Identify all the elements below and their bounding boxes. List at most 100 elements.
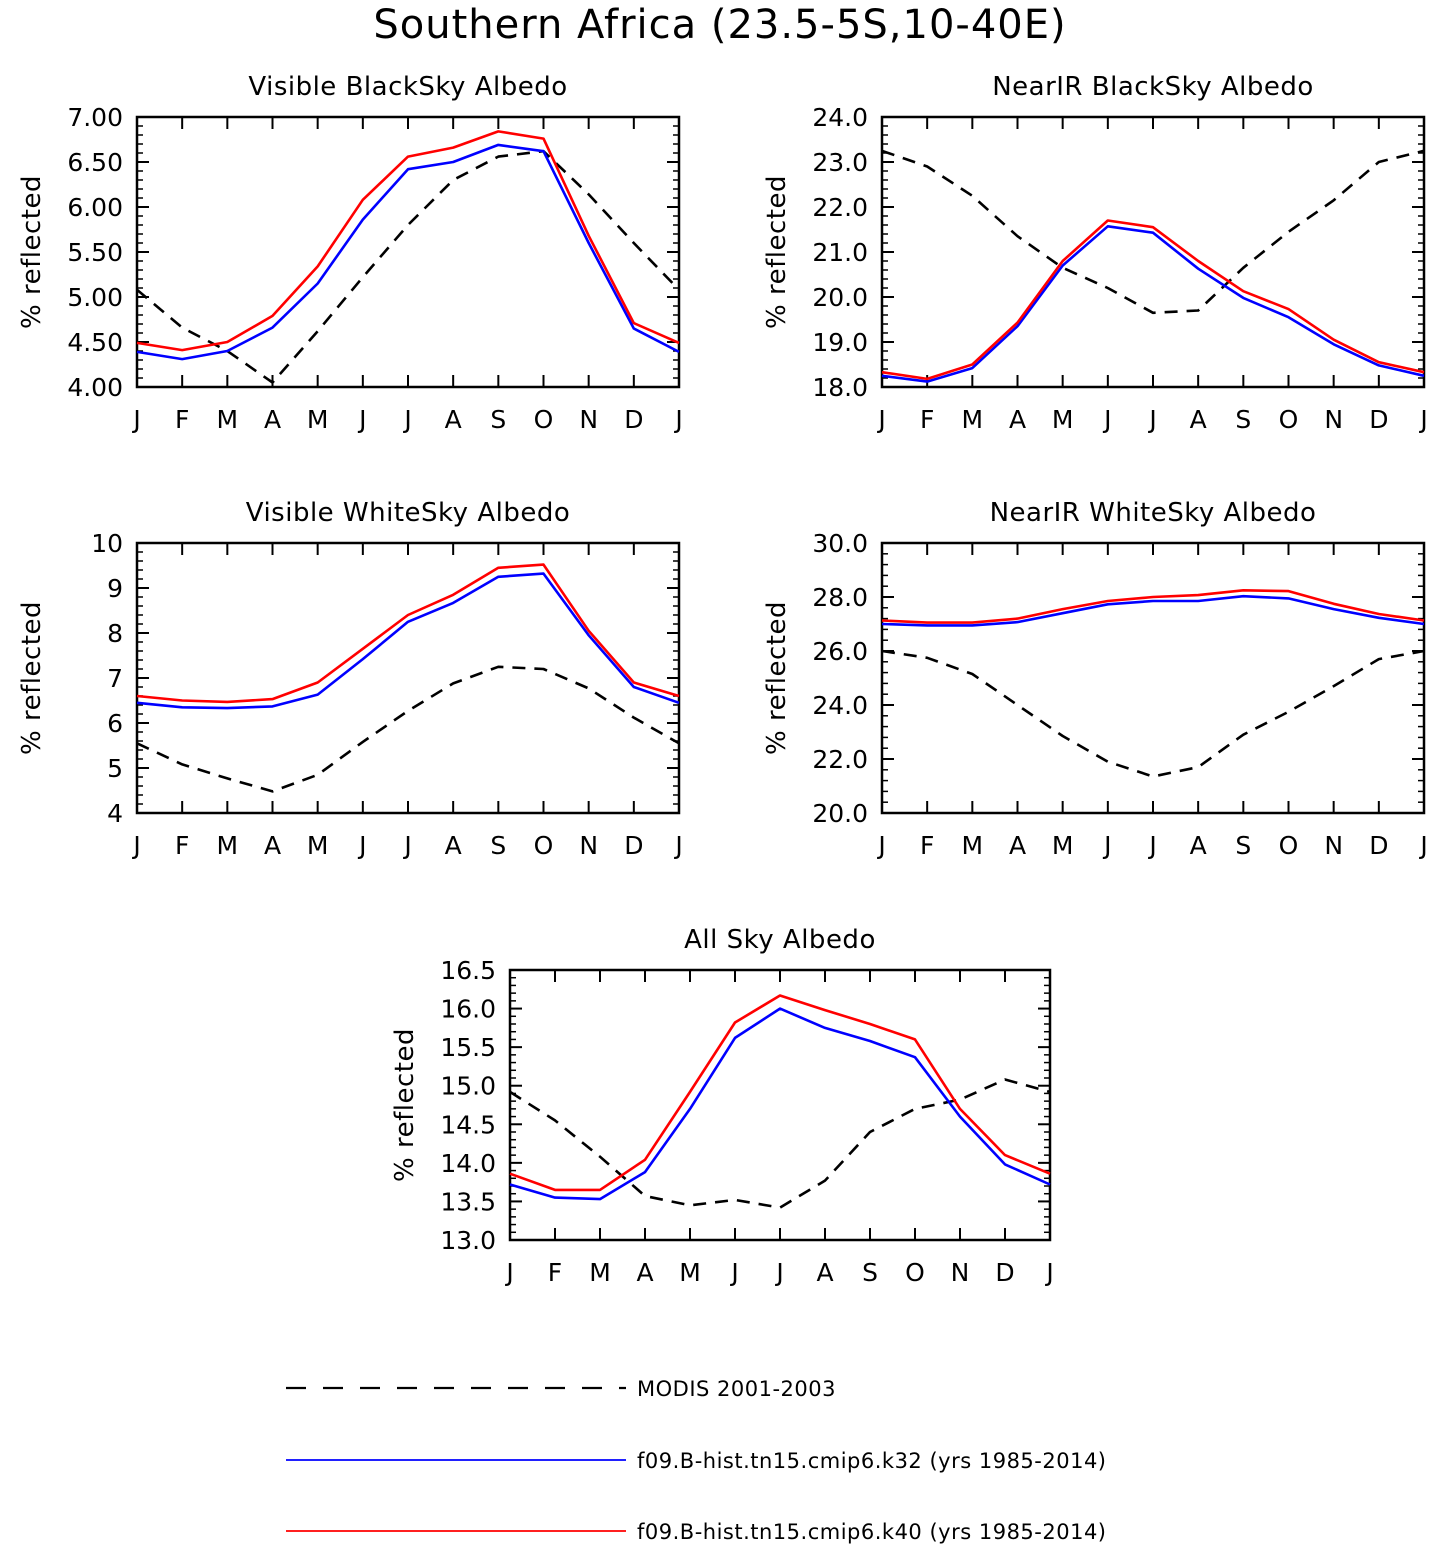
x-tick-label: A bbox=[264, 831, 281, 860]
series-line-k40 bbox=[881, 588, 1425, 624]
y-axis-label: % reflected bbox=[390, 1028, 420, 1182]
y-tick-label: 23.0 bbox=[812, 148, 868, 177]
x-tick-label: F bbox=[920, 831, 934, 860]
x-tick-label: A bbox=[1009, 831, 1026, 860]
y-tick-label: 18.0 bbox=[812, 373, 868, 402]
plot-frame bbox=[135, 541, 681, 815]
y-tick-label: 24.0 bbox=[812, 691, 868, 720]
series-line-modis bbox=[881, 149, 1425, 315]
y-tick-label: 28.0 bbox=[812, 583, 868, 612]
legend-label-k40: f09.B-hist.tn15.cmip6.k40 (yrs 1985-2014… bbox=[637, 1520, 1107, 1544]
panel-title: Visible WhiteSky Albedo bbox=[246, 498, 571, 528]
series-line-k32 bbox=[881, 225, 1425, 383]
x-tick-label: J bbox=[1147, 831, 1156, 860]
x-tick-label: N bbox=[1324, 831, 1343, 860]
x-tick-label: J bbox=[1147, 405, 1156, 434]
series-line-k40 bbox=[136, 563, 680, 704]
x-tick-label: J bbox=[357, 831, 366, 860]
x-tick-label: A bbox=[816, 1258, 833, 1287]
x-tick-label: J bbox=[876, 831, 885, 860]
x-tick-label: M bbox=[217, 831, 239, 860]
x-tick-label: J bbox=[876, 405, 885, 434]
x-tick-label: J bbox=[1102, 405, 1111, 434]
x-tick-label: J bbox=[729, 1258, 738, 1287]
x-tick-label: F bbox=[548, 1258, 562, 1287]
x-tick-label: N bbox=[579, 405, 598, 434]
x-tick-label: J bbox=[402, 831, 411, 860]
y-tick-label: 22.0 bbox=[812, 193, 868, 222]
series-line-k40 bbox=[509, 994, 1051, 1192]
y-tick-label: 13.0 bbox=[440, 1226, 496, 1255]
y-tick-label: 5 bbox=[107, 754, 123, 783]
y-tick-label: 13.5 bbox=[440, 1187, 496, 1216]
series-line-k32 bbox=[136, 572, 680, 710]
panel-title: NearIR WhiteSky Albedo bbox=[990, 498, 1317, 528]
x-tick-label: O bbox=[534, 831, 554, 860]
x-tick-label: A bbox=[1190, 405, 1207, 434]
y-tick-label: 14.0 bbox=[440, 1149, 496, 1178]
y-axis-label: % reflected bbox=[762, 601, 792, 755]
y-tick-label: 4 bbox=[107, 799, 123, 828]
x-tick-label: J bbox=[131, 831, 140, 860]
x-tick-label: J bbox=[131, 405, 140, 434]
x-tick-label: J bbox=[504, 1258, 513, 1287]
x-tick-label: F bbox=[920, 405, 934, 434]
plot-frame bbox=[880, 541, 1426, 815]
legend-label-k32: f09.B-hist.tn15.cmip6.k32 (yrs 1985-2014… bbox=[637, 1449, 1107, 1473]
y-tick-label: 8 bbox=[107, 619, 123, 648]
x-tick-label: J bbox=[673, 405, 682, 434]
x-tick-label: M bbox=[962, 831, 984, 860]
x-tick-label: S bbox=[490, 405, 506, 434]
x-tick-label: J bbox=[774, 1258, 783, 1287]
series-line-k32 bbox=[881, 594, 1425, 627]
y-tick-label: 9 bbox=[107, 574, 123, 603]
panel-title: NearIR BlackSky Albedo bbox=[992, 72, 1314, 102]
x-tick-label: J bbox=[1418, 405, 1427, 434]
y-axis-label: % reflected bbox=[17, 175, 47, 329]
x-tick-label: O bbox=[534, 405, 554, 434]
series-line-k40 bbox=[881, 219, 1425, 381]
x-tick-label: A bbox=[445, 831, 462, 860]
x-tick-label: M bbox=[1052, 405, 1074, 434]
y-tick-label: 6.50 bbox=[67, 148, 123, 177]
x-tick-label: A bbox=[1190, 831, 1207, 860]
figure-title: Southern Africa (23.5-5S,10-40E) bbox=[373, 2, 1066, 48]
y-tick-label: 4.00 bbox=[67, 373, 123, 402]
y-axis-label: % reflected bbox=[17, 601, 47, 755]
series-line-k32 bbox=[136, 143, 680, 361]
y-tick-label: 7.00 bbox=[67, 103, 123, 132]
series-line-modis bbox=[509, 1078, 1051, 1209]
x-tick-label: J bbox=[402, 405, 411, 434]
series-line-modis bbox=[136, 149, 680, 384]
y-axis-label: % reflected bbox=[762, 175, 792, 329]
x-tick-label: S bbox=[862, 1258, 878, 1287]
y-tick-label: 6 bbox=[107, 709, 123, 738]
plot-frame bbox=[880, 115, 1426, 389]
y-tick-label: 22.0 bbox=[812, 745, 868, 774]
y-tick-label: 7 bbox=[107, 664, 123, 693]
x-tick-label: F bbox=[175, 831, 189, 860]
y-tick-label: 10 bbox=[91, 529, 123, 558]
x-tick-label: N bbox=[951, 1258, 970, 1287]
x-tick-label: O bbox=[1279, 831, 1299, 860]
x-tick-label: O bbox=[905, 1258, 925, 1287]
x-tick-label: N bbox=[1324, 405, 1343, 434]
panel-title: All Sky Albedo bbox=[684, 925, 876, 955]
y-tick-label: 21.0 bbox=[812, 238, 868, 267]
y-tick-label: 16.5 bbox=[440, 956, 496, 985]
x-tick-label: D bbox=[995, 1258, 1014, 1287]
x-tick-label: D bbox=[1369, 831, 1388, 860]
x-tick-label: J bbox=[1418, 831, 1427, 860]
y-tick-label: 24.0 bbox=[812, 103, 868, 132]
x-tick-label: M bbox=[679, 1258, 701, 1287]
x-tick-label: J bbox=[1044, 1258, 1053, 1287]
x-tick-label: J bbox=[1102, 831, 1111, 860]
x-tick-label: S bbox=[490, 831, 506, 860]
x-tick-label: A bbox=[636, 1258, 653, 1287]
x-tick-label: M bbox=[307, 831, 329, 860]
